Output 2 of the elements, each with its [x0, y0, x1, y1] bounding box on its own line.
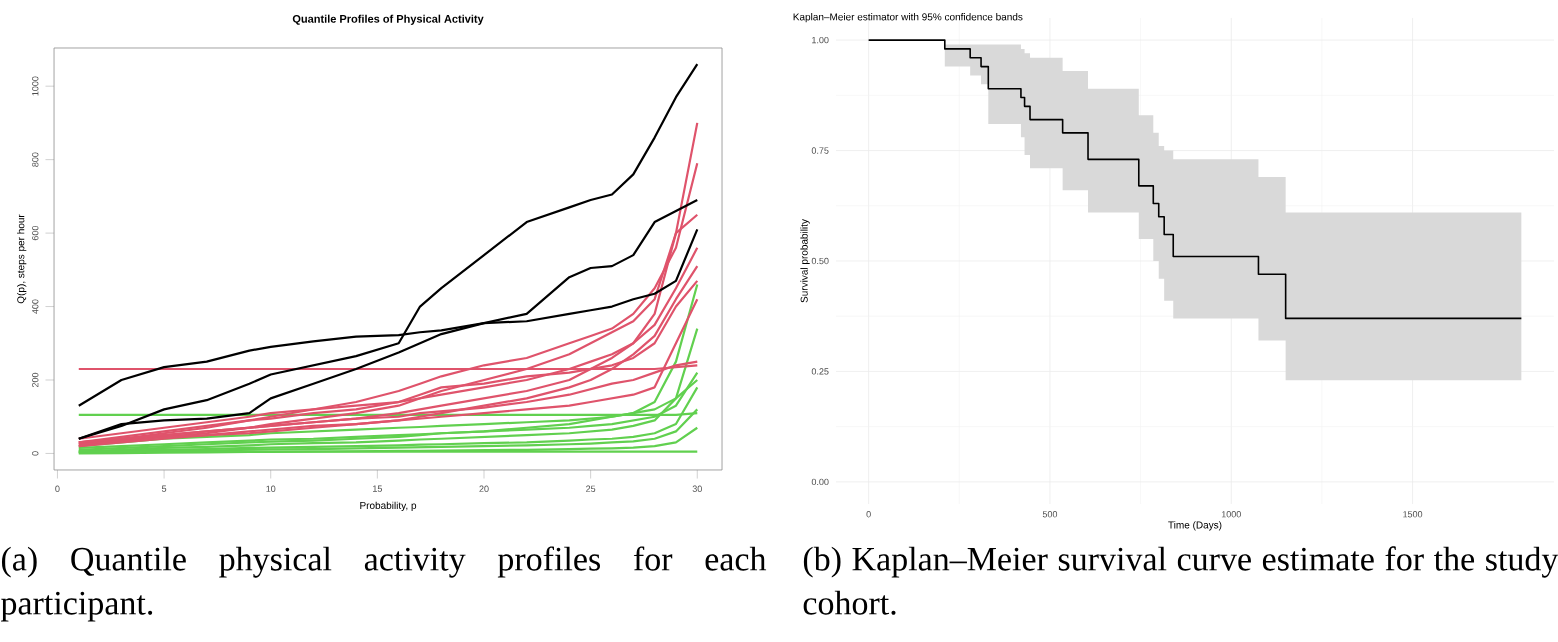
text: (b) Kaplan–Meier survival curve estimate for the study cohort.: [803, 546, 1558, 615]
text: (a) Quantile physical activity profiles for each participant.: [1, 546, 767, 622]
